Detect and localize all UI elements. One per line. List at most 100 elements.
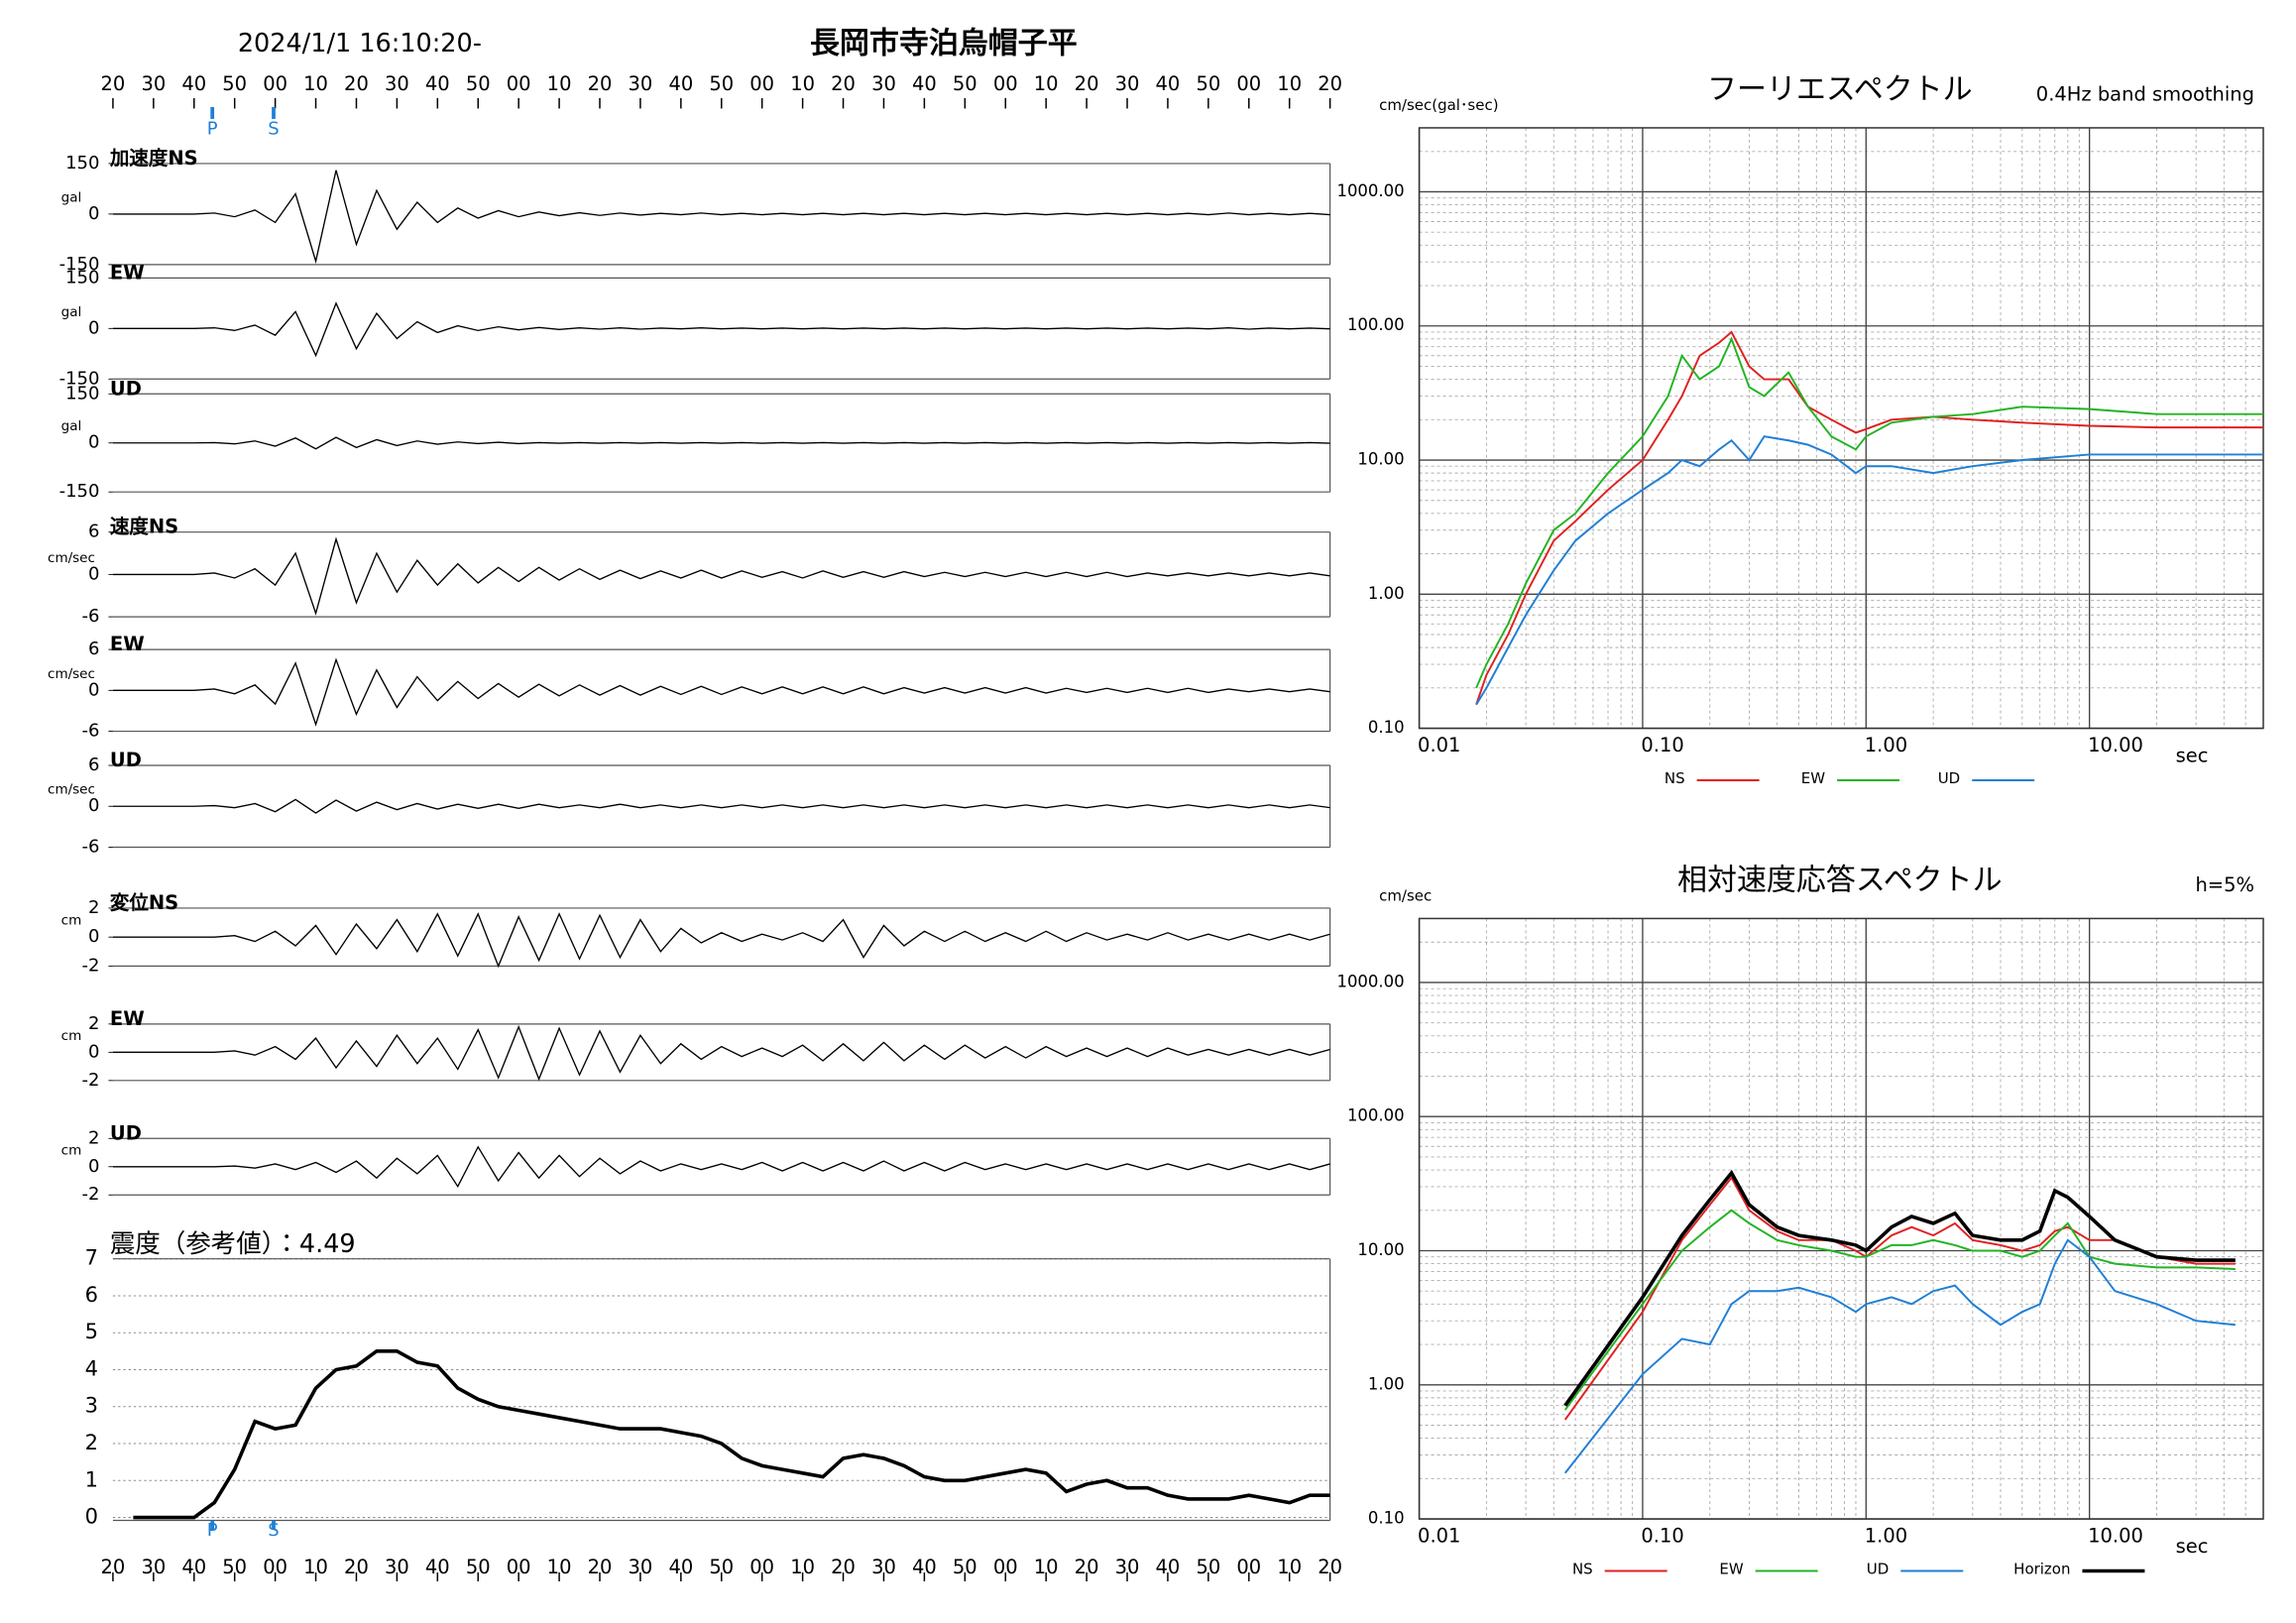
- x-tick-label: 30: [629, 1556, 653, 1578]
- x-tick-label: 30: [385, 1556, 409, 1578]
- x-tick-label: 30: [871, 72, 896, 95]
- x-tick-label: 30: [629, 72, 653, 95]
- y-tick-label: 4: [85, 1356, 98, 1380]
- trace-name: 変位NS: [110, 891, 178, 914]
- x-tick-label: 00: [749, 72, 774, 95]
- x-tick-label: 10: [1034, 72, 1059, 95]
- x-tick-label: 0.01: [1418, 734, 1460, 756]
- x-tick-label: 40: [912, 1556, 937, 1578]
- waveform: [112, 170, 1330, 265]
- y-tick-label: 6: [85, 1283, 98, 1307]
- y-tick-label: 0: [88, 1156, 99, 1177]
- x-tick-label: 40: [1156, 1556, 1181, 1578]
- y-tick-label: 100.00: [1347, 315, 1405, 334]
- x-tick-label: 10: [790, 72, 815, 95]
- x-tick-label: 50: [953, 1556, 977, 1578]
- x-tick-label: 40: [425, 72, 450, 95]
- waveform: [112, 912, 1330, 969]
- y-tick-label: 0: [88, 563, 99, 584]
- y-tick-label: 0: [88, 432, 99, 453]
- y-tick-label: -2: [82, 1184, 100, 1205]
- y-tick-label: 2: [88, 1127, 99, 1148]
- x-tick-label: 50: [709, 72, 734, 95]
- y-tick-label: 150: [65, 153, 99, 174]
- x-tick-label: 00: [507, 1556, 531, 1578]
- chart-title: 相対速度応答スペクトル: [1677, 863, 2003, 897]
- x-axis-title: sec: [2176, 745, 2209, 767]
- legend-label: EW: [1719, 1561, 1743, 1578]
- x-tick-label: 50: [709, 1556, 734, 1578]
- y-tick-label: 0: [85, 1505, 98, 1529]
- x-tick-label: 50: [1196, 72, 1220, 95]
- chart-subtitle: 0.4Hz band smoothing: [2036, 82, 2254, 105]
- x-tick-label: 00: [1236, 1556, 1261, 1578]
- unit-label: gal: [61, 189, 82, 205]
- waveform: [112, 536, 1330, 616]
- x-tick-label: 50: [953, 72, 977, 95]
- y-tick-label: -2: [82, 955, 100, 976]
- x-tick-label: 20: [101, 72, 126, 95]
- x-tick-label: 20: [588, 1556, 613, 1578]
- chart-title: 2024/1/1 16:10:20-: [238, 29, 482, 58]
- x-tick-label: 20: [588, 72, 613, 95]
- x-tick-label: 20: [831, 1556, 856, 1578]
- trace-name: UD: [110, 377, 142, 400]
- x-tick-label: 0.10: [1641, 1525, 1683, 1548]
- x-axis-title: sec: [2176, 1535, 2209, 1558]
- x-tick-label: 40: [668, 72, 693, 95]
- x-tick-label: 00: [749, 1556, 774, 1578]
- x-tick-label: 20: [1075, 72, 1099, 95]
- x-tick-label: 50: [466, 1556, 491, 1578]
- unit-label: cm: [61, 1142, 82, 1158]
- x-tick-label: 00: [507, 72, 531, 95]
- trace-name: EW: [110, 261, 145, 284]
- y-tick-label: 1.00: [1368, 1374, 1405, 1393]
- waveform: [112, 301, 1330, 358]
- x-tick-label: 20: [1075, 1556, 1099, 1578]
- x-tick-label: 0.01: [1418, 1525, 1460, 1548]
- x-tick-label: 00: [1236, 72, 1261, 95]
- y-tick-label: 7: [85, 1246, 98, 1270]
- trace-name: 速度NS: [110, 516, 178, 538]
- x-tick-label: 40: [912, 72, 937, 95]
- waveform: [112, 436, 1330, 450]
- trace-name: EW: [110, 1007, 145, 1030]
- y-tick-label: 2: [88, 1013, 99, 1034]
- x-tick-label: 20: [344, 1556, 369, 1578]
- x-tick-label: 0.10: [1641, 734, 1683, 756]
- y-tick-label: 3: [85, 1394, 98, 1418]
- legend-label: NS: [1665, 769, 1685, 787]
- x-tick-label: 40: [425, 1556, 450, 1578]
- y-tick-label: 10.00: [1357, 450, 1404, 469]
- y-tick-label: 0: [88, 203, 99, 224]
- chart-title: 震度（参考値）：4.49: [110, 1229, 356, 1259]
- legend-label: Horizon: [2013, 1561, 2070, 1578]
- legend-label: UD: [1867, 1561, 1890, 1578]
- x-tick-label: 10: [1277, 1556, 1302, 1578]
- y-tick-label: 0: [88, 1041, 99, 1062]
- x-tick-label: 20: [831, 72, 856, 95]
- spectrum-line: [1475, 435, 2264, 706]
- x-tick-label: 10.00: [2088, 734, 2143, 756]
- y-axis-title: cm/sec: [1379, 886, 1432, 904]
- x-tick-label: 40: [1156, 72, 1181, 95]
- y-tick-label: 150: [65, 267, 99, 288]
- unit-label: gal: [61, 418, 82, 434]
- x-tick-label: 40: [181, 1556, 206, 1578]
- phase-label: P: [207, 1520, 218, 1541]
- chart-title: フーリエスペクトル: [1707, 72, 1973, 107]
- x-tick-label: 30: [141, 72, 166, 95]
- unit-label: cm/sec: [48, 666, 95, 682]
- y-tick-label: 0: [88, 317, 99, 338]
- y-tick-label: 0.10: [1368, 1509, 1405, 1528]
- x-tick-label: 10.00: [2088, 1525, 2143, 1548]
- y-tick-label: 0: [88, 795, 99, 816]
- x-tick-label: 30: [1115, 1556, 1140, 1578]
- y-tick-label: 0: [88, 679, 99, 700]
- y-tick-label: 6: [88, 638, 99, 659]
- y-tick-label: 1000.00: [1336, 181, 1404, 200]
- y-tick-label: 10.00: [1357, 1240, 1404, 1259]
- x-tick-label: 10: [547, 1556, 572, 1578]
